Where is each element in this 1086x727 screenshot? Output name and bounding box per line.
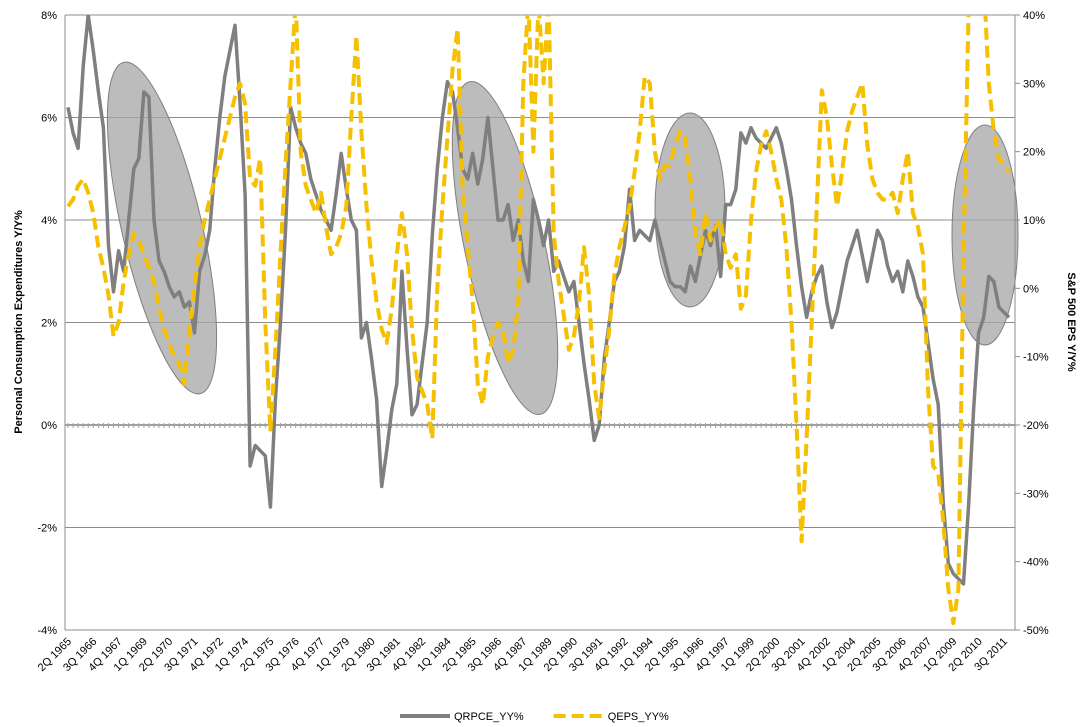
lines <box>66 15 1011 626</box>
legend-label: QRPCE_YY% <box>454 711 524 723</box>
y2-tick-label: 0% <box>1023 283 1039 295</box>
y-tick-label: -4% <box>37 625 57 637</box>
y2-tick-label: -30% <box>1023 488 1049 500</box>
y-tick-label: 4% <box>41 215 57 227</box>
y-tick-label: 2% <box>41 318 57 330</box>
y2-tick-label: -10% <box>1023 352 1049 364</box>
highlight-ellipse <box>654 112 726 308</box>
legend-label: QEPS_YY% <box>608 711 669 723</box>
y2-tick-label: -20% <box>1023 420 1049 432</box>
highlight-ellipse <box>951 124 1019 346</box>
y2-tick-label: 40% <box>1023 10 1045 22</box>
y2-tick-label: 30% <box>1023 78 1045 90</box>
series-line <box>66 15 1011 586</box>
series-line <box>66 15 1011 626</box>
y2-tick-label: -40% <box>1023 557 1049 569</box>
y-tick-label: -2% <box>37 523 57 535</box>
y2-axis-label: S&P 500 EPS Y/Y% <box>1065 272 1077 371</box>
y2-tick-label: -50% <box>1023 625 1049 637</box>
y-tick-label: 6% <box>41 113 57 125</box>
y-tick-label: 8% <box>41 10 57 22</box>
y-axis-label: Personal Consumption Expenditures Y/Y% <box>13 210 25 434</box>
y2-tick-label: 10% <box>1023 215 1045 227</box>
y-tick-label: 0% <box>41 420 57 432</box>
y2-tick-label: 20% <box>1023 147 1045 159</box>
